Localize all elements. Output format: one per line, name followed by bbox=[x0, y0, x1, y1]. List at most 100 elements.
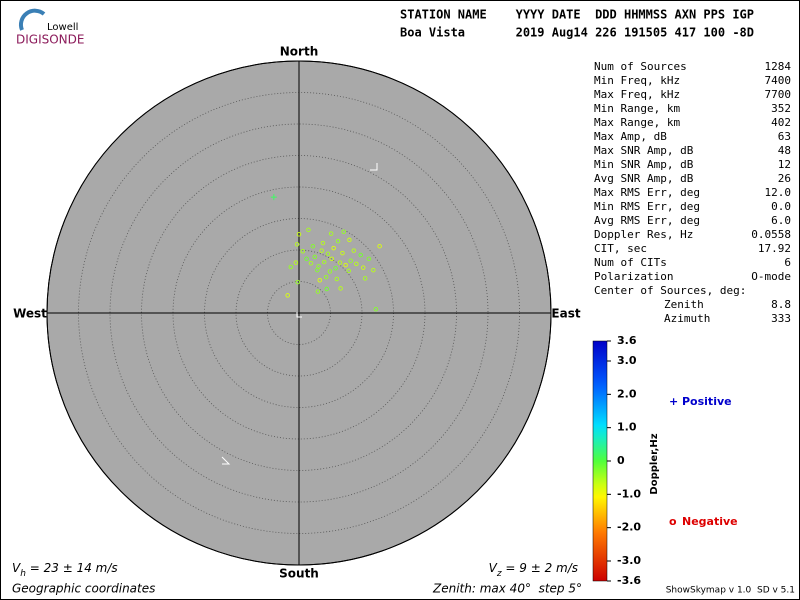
stat-value: 0.0 bbox=[771, 200, 791, 213]
source-point bbox=[321, 259, 327, 265]
colorbar bbox=[592, 340, 608, 582]
source-point bbox=[333, 266, 338, 271]
stat-value: 48 bbox=[778, 144, 791, 157]
source-point bbox=[306, 227, 311, 233]
vz-text: Vz = 9 ± 2 m/s bbox=[489, 561, 578, 579]
source-point bbox=[331, 245, 336, 251]
vh-text: Vh = 23 ± 14 m/s bbox=[12, 561, 118, 579]
stat-label: Max Range, km bbox=[594, 116, 680, 129]
direction-label: North bbox=[280, 45, 318, 59]
source-point bbox=[270, 194, 277, 201]
direction-label: West bbox=[13, 307, 47, 321]
source-point bbox=[341, 229, 346, 234]
stat-value: 6.0 bbox=[771, 214, 791, 227]
direction-label: South bbox=[279, 567, 319, 581]
coords-text: Geographic coordinates bbox=[12, 582, 155, 596]
source-point bbox=[362, 276, 368, 281]
colorbar-tick-label: 3.0 bbox=[617, 354, 637, 367]
source-point bbox=[300, 249, 306, 254]
header-line: STATION NAME YYYY DATE DDD HHMMSS AXN PP… bbox=[400, 8, 754, 22]
stat-value: 12 bbox=[778, 158, 791, 171]
logo-bottom: DIGISONDE bbox=[16, 33, 84, 47]
stat-value: 1284 bbox=[765, 60, 792, 73]
legend-label: Negative bbox=[682, 515, 738, 528]
direction-label: East bbox=[551, 307, 580, 321]
stat-label: Num of Sources bbox=[594, 60, 687, 73]
vh-sub: h bbox=[20, 569, 26, 579]
stat-label: Max RMS Err, deg bbox=[594, 186, 700, 199]
stat-value: 63 bbox=[778, 130, 791, 143]
stat-value: 26 bbox=[778, 172, 791, 185]
version-text: ShowSkymap v 1.0 SD v 5.1 bbox=[666, 586, 795, 596]
vh-symbol: V bbox=[12, 561, 21, 575]
source-point bbox=[351, 248, 357, 253]
colorbar-ticks: 3.6 3.0 2.0 1.0 0 -1.0 -2.0 -3.0 -3.6 bbox=[607, 334, 641, 587]
colorbar-tick-label: -3.0 bbox=[617, 554, 641, 567]
source-point bbox=[328, 231, 334, 236]
source-point bbox=[308, 260, 314, 266]
stat-label: Min SNR Amp, dB bbox=[594, 158, 694, 171]
source-point bbox=[348, 258, 353, 263]
source-point bbox=[295, 279, 300, 285]
stat-label: Avg SNR Amp, dB bbox=[594, 172, 694, 185]
source-point bbox=[304, 256, 309, 262]
source-point bbox=[329, 256, 335, 262]
source-point bbox=[346, 268, 352, 274]
logo-swoosh bbox=[18, 8, 46, 31]
logo-top: Lowell bbox=[47, 22, 78, 33]
source-point bbox=[288, 264, 294, 270]
source-point bbox=[285, 293, 290, 298]
stat-label: Polarization bbox=[594, 270, 673, 283]
header-line: Boa Vista 2019 Aug14 226 191505 417 100 … bbox=[400, 26, 754, 40]
stat-label: Max Freq, kHz bbox=[594, 88, 680, 101]
source-point bbox=[327, 269, 333, 274]
stat-value: 7700 bbox=[765, 88, 792, 101]
source-point bbox=[325, 251, 331, 257]
stat-label: Min Range, km bbox=[594, 102, 680, 115]
source-point bbox=[323, 274, 329, 280]
stat-label: Max Amp, dB bbox=[594, 130, 667, 143]
colorbar-tick-label: 2.0 bbox=[617, 387, 637, 400]
stat-value: 17.92 bbox=[758, 242, 791, 255]
stat-label: Min RMS Err, deg bbox=[594, 200, 700, 213]
legend-symbol: + bbox=[669, 395, 678, 408]
source-point bbox=[293, 260, 299, 265]
stat-label: Doppler Res, Hz bbox=[594, 228, 693, 241]
source-point bbox=[371, 267, 376, 273]
source-point bbox=[315, 267, 320, 273]
angle-marker bbox=[221, 456, 231, 465]
legend-label: Positive bbox=[682, 395, 732, 408]
stat-label: CIT, sec bbox=[594, 242, 647, 255]
source-point bbox=[315, 289, 321, 294]
center-row-value: 333 bbox=[771, 312, 791, 325]
source-point bbox=[335, 238, 341, 244]
source-point bbox=[358, 252, 363, 258]
colorbar-tick-label: -3.6 bbox=[617, 574, 641, 587]
source-point bbox=[320, 240, 326, 246]
center-row-label: Azimuth bbox=[664, 312, 710, 325]
legend-symbol: o bbox=[669, 515, 677, 528]
source-point bbox=[347, 237, 352, 243]
stat-label: Avg RMS Err, deg bbox=[594, 214, 700, 227]
stat-value: 6 bbox=[784, 256, 791, 269]
source-point bbox=[317, 277, 323, 283]
stat-label: Num of CITs bbox=[594, 256, 667, 269]
source-point bbox=[366, 256, 372, 262]
colorbar-tick-label: 0 bbox=[617, 454, 625, 467]
vz-sub: z bbox=[496, 569, 502, 579]
stats-panel: Num of Sources 1284 Min Freq, kHz 7400 Max F… bbox=[594, 60, 791, 325]
source-point bbox=[312, 254, 318, 260]
source-point bbox=[338, 286, 343, 291]
colorbar-label: Doppler,Hz bbox=[649, 433, 660, 494]
colorbar-tick-label: -1.0 bbox=[617, 487, 641, 500]
angle-marker bbox=[296, 312, 302, 318]
colorbar-tick-label: 3.6 bbox=[617, 334, 637, 347]
source-point bbox=[373, 306, 379, 312]
source-point bbox=[334, 276, 340, 282]
vz-value: = 9 ± 2 m/s bbox=[502, 561, 578, 575]
source-point bbox=[319, 248, 324, 253]
source-point bbox=[354, 261, 359, 267]
source-point bbox=[324, 286, 329, 292]
source-point bbox=[316, 264, 321, 269]
vh-value: = 23 ± 14 m/s bbox=[26, 561, 118, 575]
